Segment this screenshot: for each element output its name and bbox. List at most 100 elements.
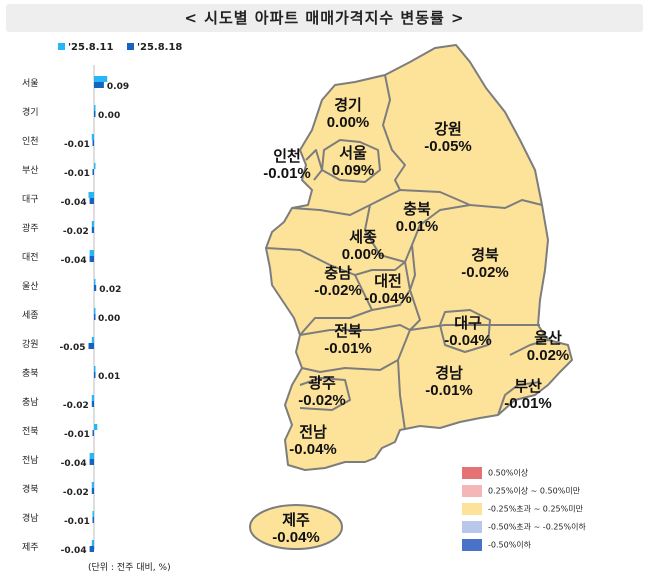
region-name: 서울 <box>339 145 367 162</box>
region-name: 대전 <box>374 273 402 290</box>
value-label: 0.00 <box>98 314 120 324</box>
region-name: 충남 <box>324 265 352 282</box>
bar-curr <box>88 343 94 349</box>
region-value: -0.05% <box>424 138 472 155</box>
region-value: 0.02% <box>527 347 570 364</box>
map-legend-label-2: 0.25%이상 ~ 0.50%미만 <box>488 486 581 496</box>
bar-curr <box>92 169 94 175</box>
region-value: 0.01% <box>396 218 439 235</box>
region-name: 인천 <box>273 147 301 165</box>
region-name: 세종 <box>349 229 377 246</box>
title-bar: < 시도별 아파트 매매가격지수 변동률 > <box>6 4 643 32</box>
bar-curr <box>92 140 94 146</box>
bar-curr <box>89 198 94 204</box>
value-label: -0.01 <box>64 430 90 440</box>
category-label: 강원 <box>22 339 39 350</box>
unit-note: (단위 : 전주 대비, %) <box>88 563 171 573</box>
value-label: 0.01 <box>98 372 120 382</box>
bar-curr <box>91 401 94 407</box>
border-jeonbuk <box>299 324 411 373</box>
region-value: -0.04% <box>444 332 492 349</box>
region-value: -0.01% <box>324 340 372 357</box>
map-jeju <box>249 504 343 550</box>
bar-prev <box>94 105 96 111</box>
bar-prev <box>91 337 94 343</box>
region-name: 강원 <box>434 120 462 138</box>
region-name: 광주 <box>308 374 336 392</box>
bar-curr <box>89 459 94 465</box>
bar-curr <box>92 517 94 523</box>
series-legend: '25.8.11 '25.8.18 <box>58 42 192 53</box>
map-legend-row-3: -0.25%초과 ~ 0.25%미만 <box>462 503 586 521</box>
bar-curr <box>94 314 96 320</box>
map-legend-swatch-4 <box>462 521 482 533</box>
bar-chart: 서울 0.09 경기 0.00 인천 -0.01 부산 -0.01 대구 -0.04 광주 -0.02… <box>22 65 129 555</box>
category-label: 전북 <box>22 426 39 437</box>
bar-prev <box>91 134 94 140</box>
region-value: 0.00% <box>327 114 370 131</box>
legend-label-2: '25.8.18 <box>136 42 183 53</box>
value-label: -0.01 <box>64 169 90 179</box>
region-value: -0.04% <box>272 529 320 546</box>
border-sejong-daejeon <box>354 261 411 311</box>
bar-prev <box>94 308 96 314</box>
bar-curr <box>91 227 94 233</box>
region-value: -0.02% <box>298 392 346 409</box>
category-label: 경기 <box>22 106 39 118</box>
value-label: -0.02 <box>63 488 89 498</box>
value-label: -0.04 <box>61 198 87 208</box>
bar-prev <box>89 453 94 459</box>
category-label: 충북 <box>22 368 39 379</box>
map-legend-label-1: 0.50%이상 <box>488 468 529 478</box>
bar-prev <box>91 540 94 546</box>
legend-item-2: '25.8.18 <box>126 42 183 53</box>
region-name: 전북 <box>334 323 362 340</box>
legend-swatch-2 <box>126 43 134 50</box>
map-legend-label-4: -0.50%초과 ~ -0.25%이하 <box>488 522 586 532</box>
value-label: -0.01 <box>64 517 90 527</box>
value-label: 0.00 <box>98 111 120 121</box>
region-name: 부산 <box>514 378 542 395</box>
value-label: -0.02 <box>63 227 89 237</box>
region-value: -0.02% <box>314 282 362 299</box>
value-label: 0.09 <box>107 82 129 92</box>
category-label: 부산 <box>22 165 39 176</box>
legend-item-1: '25.8.11 <box>58 42 113 53</box>
bar-curr <box>94 111 96 117</box>
border-chungbuk <box>364 204 471 263</box>
border-chungnam <box>265 247 373 336</box>
category-label: 울산 <box>22 281 39 292</box>
map-legend-swatch-1 <box>462 467 482 479</box>
value-label: -0.02 <box>63 401 89 411</box>
bar-curr <box>89 546 94 552</box>
map-legend-swatch-3 <box>462 503 482 515</box>
chart-title: < 시도별 아파트 매매가격지수 변동률 > <box>184 9 465 27</box>
bar-prev <box>94 424 98 430</box>
map-mainland <box>265 44 573 471</box>
bar-curr <box>91 488 94 494</box>
map-legend-swatch-5 <box>462 539 482 551</box>
region-value: -0.04% <box>364 290 412 307</box>
map-legend: 0.50%이상 0.25%이상 ~ 0.50%미만 -0.25%초과 ~ 0.2… <box>462 467 586 557</box>
bar-curr <box>92 430 94 436</box>
bar-prev <box>94 163 96 169</box>
border-seoul <box>321 139 381 183</box>
border-daegu <box>439 309 491 353</box>
bar-prev <box>91 221 94 227</box>
category-label: 세종 <box>22 310 39 321</box>
value-label: -0.04 <box>61 459 87 469</box>
category-label: 서울 <box>22 78 39 89</box>
region-name: 울산 <box>534 330 562 347</box>
map-legend-swatch-2 <box>462 485 482 497</box>
bar-prev <box>89 250 94 256</box>
border-ulsan <box>509 339 549 356</box>
value-label: -0.01 <box>64 140 90 150</box>
category-label: 대전 <box>22 252 39 263</box>
category-label: 경남 <box>22 512 39 524</box>
category-label: 경북 <box>22 483 39 495</box>
bar-prev <box>94 279 96 285</box>
value-label: -0.05 <box>60 343 86 353</box>
bar-prev <box>92 511 94 517</box>
region-value: -0.02% <box>461 264 509 281</box>
